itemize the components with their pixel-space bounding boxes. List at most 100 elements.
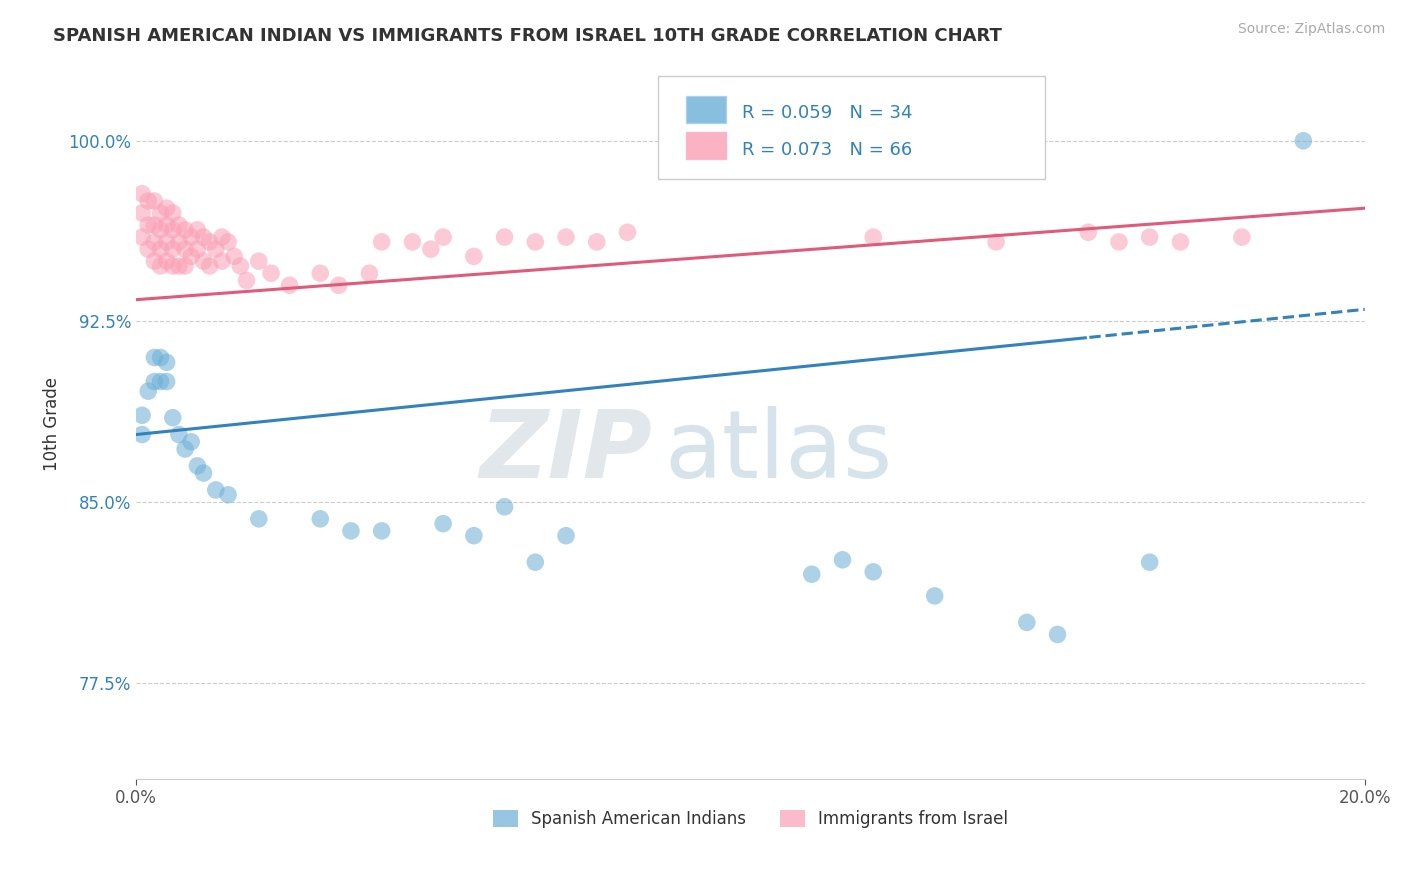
Point	[143, 351, 166, 365]
Point	[1015, 615, 1038, 630]
Point	[186, 242, 208, 256]
Point	[1108, 235, 1130, 249]
Point	[1170, 235, 1192, 249]
Point	[616, 225, 638, 239]
Point	[862, 230, 884, 244]
Point	[229, 259, 252, 273]
Point	[136, 194, 159, 208]
Point	[162, 242, 184, 256]
Point	[211, 230, 233, 244]
Bar	[686, 96, 725, 123]
Point	[217, 235, 239, 249]
Point	[224, 249, 246, 263]
Point	[419, 242, 441, 256]
Text: R = 0.073   N = 66: R = 0.073 N = 66	[742, 141, 912, 159]
FancyBboxPatch shape	[658, 76, 1045, 178]
Legend: Spanish American Indians, Immigrants from Israel: Spanish American Indians, Immigrants fro…	[486, 803, 1015, 835]
Point	[143, 235, 166, 249]
Point	[193, 466, 215, 480]
Point	[156, 375, 179, 389]
Point	[143, 375, 166, 389]
Point	[167, 259, 190, 273]
Point	[524, 555, 547, 569]
Point	[217, 488, 239, 502]
Point	[494, 230, 516, 244]
Point	[463, 529, 485, 543]
Point	[984, 235, 1007, 249]
Point	[143, 194, 166, 208]
Point	[1077, 225, 1099, 239]
Point	[204, 242, 226, 256]
Point	[1139, 230, 1161, 244]
Point	[862, 565, 884, 579]
Point	[555, 529, 578, 543]
Point	[1292, 134, 1315, 148]
Point	[131, 427, 153, 442]
Point	[174, 442, 197, 456]
Point	[585, 235, 607, 249]
Point	[149, 259, 172, 273]
Point	[180, 230, 202, 244]
Point	[260, 266, 283, 280]
Text: SPANISH AMERICAN INDIAN VS IMMIGRANTS FROM ISRAEL 10TH GRADE CORRELATION CHART: SPANISH AMERICAN INDIAN VS IMMIGRANTS FR…	[53, 27, 1002, 45]
Point	[149, 375, 172, 389]
Point	[340, 524, 363, 538]
Point	[1139, 555, 1161, 569]
Point	[149, 223, 172, 237]
Point	[156, 201, 179, 215]
Point	[162, 206, 184, 220]
Point	[136, 218, 159, 232]
Point	[186, 458, 208, 473]
Text: R = 0.059   N = 34: R = 0.059 N = 34	[742, 104, 912, 122]
Point	[309, 512, 332, 526]
Point	[149, 242, 172, 256]
Point	[198, 259, 221, 273]
Point	[328, 278, 350, 293]
Point	[193, 254, 215, 268]
Point	[131, 186, 153, 201]
Point	[924, 589, 946, 603]
Point	[167, 235, 190, 249]
Point	[167, 218, 190, 232]
Point	[463, 249, 485, 263]
Point	[167, 427, 190, 442]
Point	[370, 524, 392, 538]
Point	[1046, 627, 1069, 641]
Text: Source: ZipAtlas.com: Source: ZipAtlas.com	[1237, 22, 1385, 37]
Point	[156, 235, 179, 249]
Point	[432, 516, 454, 531]
Point	[162, 223, 184, 237]
Point	[494, 500, 516, 514]
Point	[143, 254, 166, 268]
Point	[131, 206, 153, 220]
Point	[156, 218, 179, 232]
Point	[131, 230, 153, 244]
Point	[174, 223, 197, 237]
Point	[136, 384, 159, 399]
Point	[432, 230, 454, 244]
Bar	[686, 132, 725, 159]
Point	[180, 249, 202, 263]
Point	[193, 230, 215, 244]
Point	[143, 218, 166, 232]
Point	[555, 230, 578, 244]
Point	[309, 266, 332, 280]
Point	[247, 512, 270, 526]
Point	[156, 355, 179, 369]
Point	[211, 254, 233, 268]
Point	[136, 242, 159, 256]
Point	[149, 206, 172, 220]
Point	[401, 235, 423, 249]
Point	[204, 483, 226, 497]
Point	[278, 278, 301, 293]
Point	[162, 259, 184, 273]
Point	[370, 235, 392, 249]
Point	[247, 254, 270, 268]
Point	[149, 351, 172, 365]
Point	[359, 266, 381, 280]
Point	[800, 567, 823, 582]
Point	[131, 409, 153, 423]
Point	[180, 434, 202, 449]
Point	[156, 254, 179, 268]
Point	[831, 553, 853, 567]
